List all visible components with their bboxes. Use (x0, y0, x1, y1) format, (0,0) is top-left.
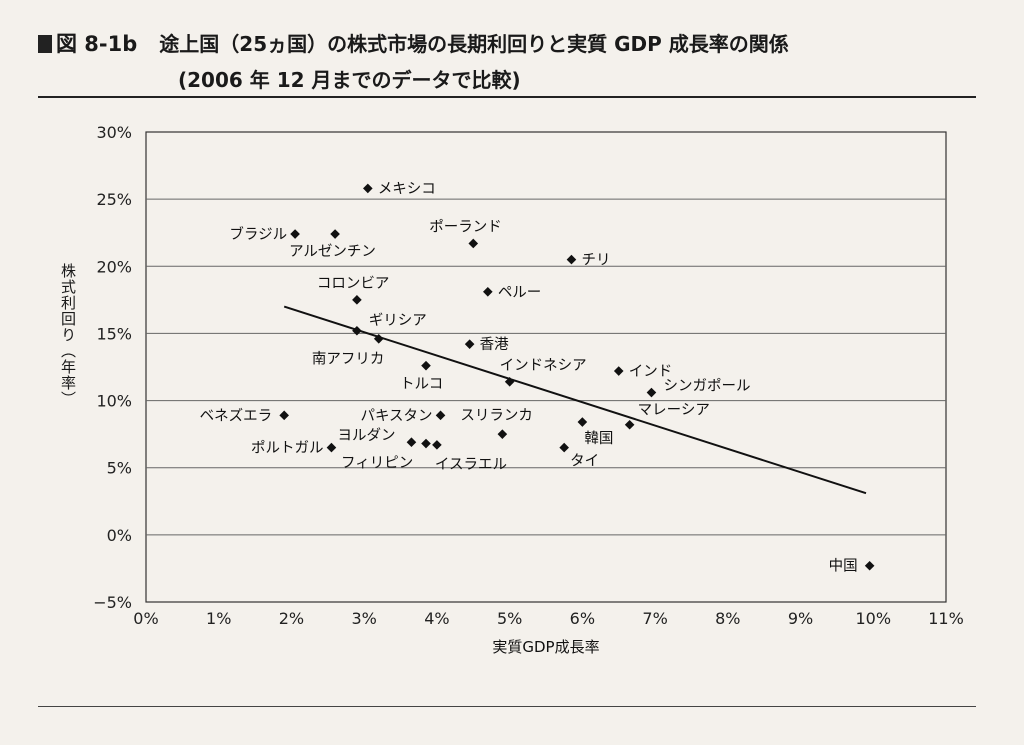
data-point-label: インドネシア (500, 357, 587, 374)
figure-label: 図 8-1b (56, 32, 138, 56)
data-point-label: メキシコ (378, 181, 436, 197)
data-point (646, 387, 657, 398)
bottom-rule (38, 706, 976, 707)
data-point-label: ペルー (498, 285, 542, 301)
x-tick-label: 9% (788, 609, 813, 628)
data-point (483, 287, 493, 297)
data-point (497, 429, 508, 439)
x-tick-label: 5% (497, 609, 522, 628)
x-tick-label: 7% (642, 609, 667, 628)
data-point (577, 417, 588, 427)
data-point (435, 410, 446, 421)
title-rule (38, 96, 976, 98)
data-point-label: 中国 (829, 558, 858, 575)
data-point-label: ブラジル (229, 225, 287, 243)
data-point (330, 229, 340, 239)
y-tick-label: 10% (96, 392, 132, 411)
data-point-label: 南アフリカ (312, 351, 385, 368)
y-tick-label: 5% (107, 459, 132, 478)
data-point-label: パキスタン (360, 407, 432, 424)
x-tick-label: 6% (570, 609, 595, 628)
x-tick-label: 4% (424, 609, 449, 628)
y-tick-label: 15% (96, 324, 132, 343)
data-point (559, 442, 569, 453)
data-point (421, 438, 431, 449)
figure-marker-icon (38, 35, 52, 53)
x-tick-label: 0% (133, 609, 158, 628)
data-point-label: 韓国 (584, 430, 613, 447)
data-point-label: トルコ (400, 377, 443, 393)
data-point-label: ポルトガル (251, 440, 324, 457)
x-tick-label: 3% (351, 609, 376, 628)
y-tick-label: −5% (93, 593, 132, 612)
data-point-label: アルゼンチン (289, 243, 376, 260)
data-point-label: ポーランド (429, 218, 502, 235)
data-point (468, 238, 479, 249)
data-point-label: シンガポール (663, 378, 750, 395)
data-point (373, 334, 384, 344)
data-point (406, 437, 417, 447)
data-point-label: コロンビア (317, 275, 390, 292)
data-point-label: ギリシア (369, 312, 427, 329)
y-tick-label: 30% (96, 123, 132, 142)
data-point (279, 410, 289, 421)
y-tick-label: 20% (96, 257, 132, 276)
chart-subtitle: (2006 年 12 月までのデータで比較) (178, 68, 521, 92)
x-tick-label: 8% (715, 609, 740, 628)
data-point-label: チリ (581, 253, 610, 269)
data-point (363, 183, 373, 194)
data-point (613, 366, 624, 376)
y-axis-label: 株式利回り（年率） (59, 263, 77, 407)
data-point-label: 香港 (480, 336, 509, 353)
data-point-label: インド (629, 364, 673, 380)
data-point-label: マレーシア (638, 403, 710, 419)
chart-title: 途上国（25ヵ国）の株式市場の長期利回りと実質 GDP 成長率の関係 (159, 32, 789, 56)
data-point (464, 339, 475, 349)
data-point (504, 376, 515, 387)
x-tick-label: 10% (855, 609, 891, 628)
data-point-label: フィリピン (341, 455, 413, 472)
x-axis-label: 実質GDP成長率 (492, 638, 599, 656)
data-point (624, 419, 635, 430)
x-tick-label: 11% (928, 609, 964, 628)
chart-header: 図 8-1b 途上国（25ヵ国）の株式市場の長期利回りと実質 GDP 成長率の関… (38, 28, 978, 93)
data-point-label: タイ (570, 453, 599, 470)
y-tick-label: 25% (96, 190, 132, 209)
data-point (352, 325, 362, 336)
data-point-label: イスラエル (435, 457, 507, 473)
data-point (421, 360, 431, 371)
x-tick-label: 2% (279, 609, 304, 628)
data-point (432, 440, 442, 450)
data-point (290, 229, 300, 239)
data-point-label: ヨルダン (337, 427, 395, 444)
data-point (326, 442, 337, 453)
x-tick-label: 1% (206, 609, 231, 628)
plot-frame (145, 131, 947, 603)
data-point (864, 560, 875, 571)
y-tick-label: 0% (107, 526, 132, 545)
data-point (566, 254, 577, 265)
data-point-label: スリランカ (460, 408, 533, 424)
data-point (352, 295, 362, 305)
data-point-label: ベネズエラ (200, 407, 273, 424)
